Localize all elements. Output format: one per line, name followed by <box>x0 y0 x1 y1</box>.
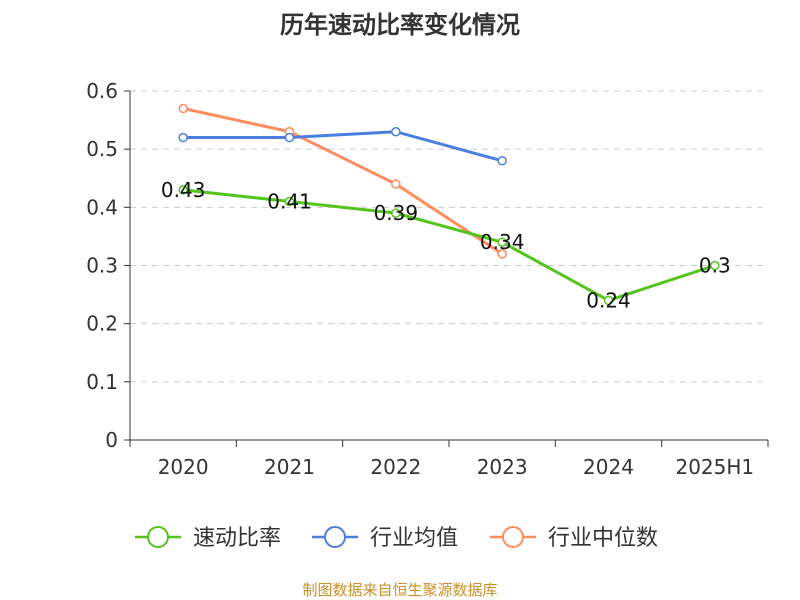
legend-marker <box>147 526 169 548</box>
source-note: 制图数据来自恒生聚源数据库 <box>302 581 497 599</box>
x-tick-label: 2020 <box>158 455 209 479</box>
x-tick-label: 2022 <box>370 455 421 479</box>
y-tick-label: 0 <box>105 428 118 452</box>
data-label: 0.24 <box>586 288 631 312</box>
data-point <box>603 295 614 306</box>
x-tick-label: 2021 <box>264 455 315 479</box>
data-point <box>178 103 188 114</box>
data-label: 0.3 <box>699 254 731 278</box>
legend-marker <box>324 526 346 548</box>
y-tick-label: 0.4 <box>86 195 118 219</box>
legend-label: 行业中位数 <box>548 526 658 551</box>
data-point <box>391 208 401 218</box>
data-label: 0.34 <box>480 230 525 254</box>
data-point <box>391 126 401 137</box>
data-point <box>710 260 720 271</box>
data-point <box>497 156 507 166</box>
x-tick-label: 2025H1 <box>675 455 754 479</box>
data-point <box>497 249 507 259</box>
series-line <box>182 106 503 256</box>
legend-label: 行业均值 <box>370 526 458 551</box>
x-tick-label: 2024 <box>583 455 634 479</box>
data-point <box>497 237 507 247</box>
series-line <box>183 130 503 163</box>
x-tick-label: 2023 <box>477 455 528 479</box>
data-point <box>391 179 401 189</box>
y-tick-label: 0.6 <box>86 79 118 103</box>
data-point <box>178 132 188 143</box>
y-tick-label: 0.2 <box>86 312 118 336</box>
y-tick-label: 0.1 <box>86 370 118 394</box>
data-label: 0.41 <box>267 190 312 214</box>
data-point <box>284 196 295 207</box>
series-line <box>183 188 716 303</box>
legend-label: 速动比率 <box>193 526 281 551</box>
y-tick-label: 0.3 <box>86 254 118 278</box>
chart-title: 历年速动比率变化情况 <box>280 11 520 39</box>
y-tick-label: 0.5 <box>86 137 118 161</box>
data-label: 0.39 <box>374 201 419 225</box>
data-point <box>284 132 295 143</box>
data-label: 0.43 <box>161 178 206 202</box>
legend-marker <box>502 526 524 548</box>
data-point <box>178 185 188 195</box>
